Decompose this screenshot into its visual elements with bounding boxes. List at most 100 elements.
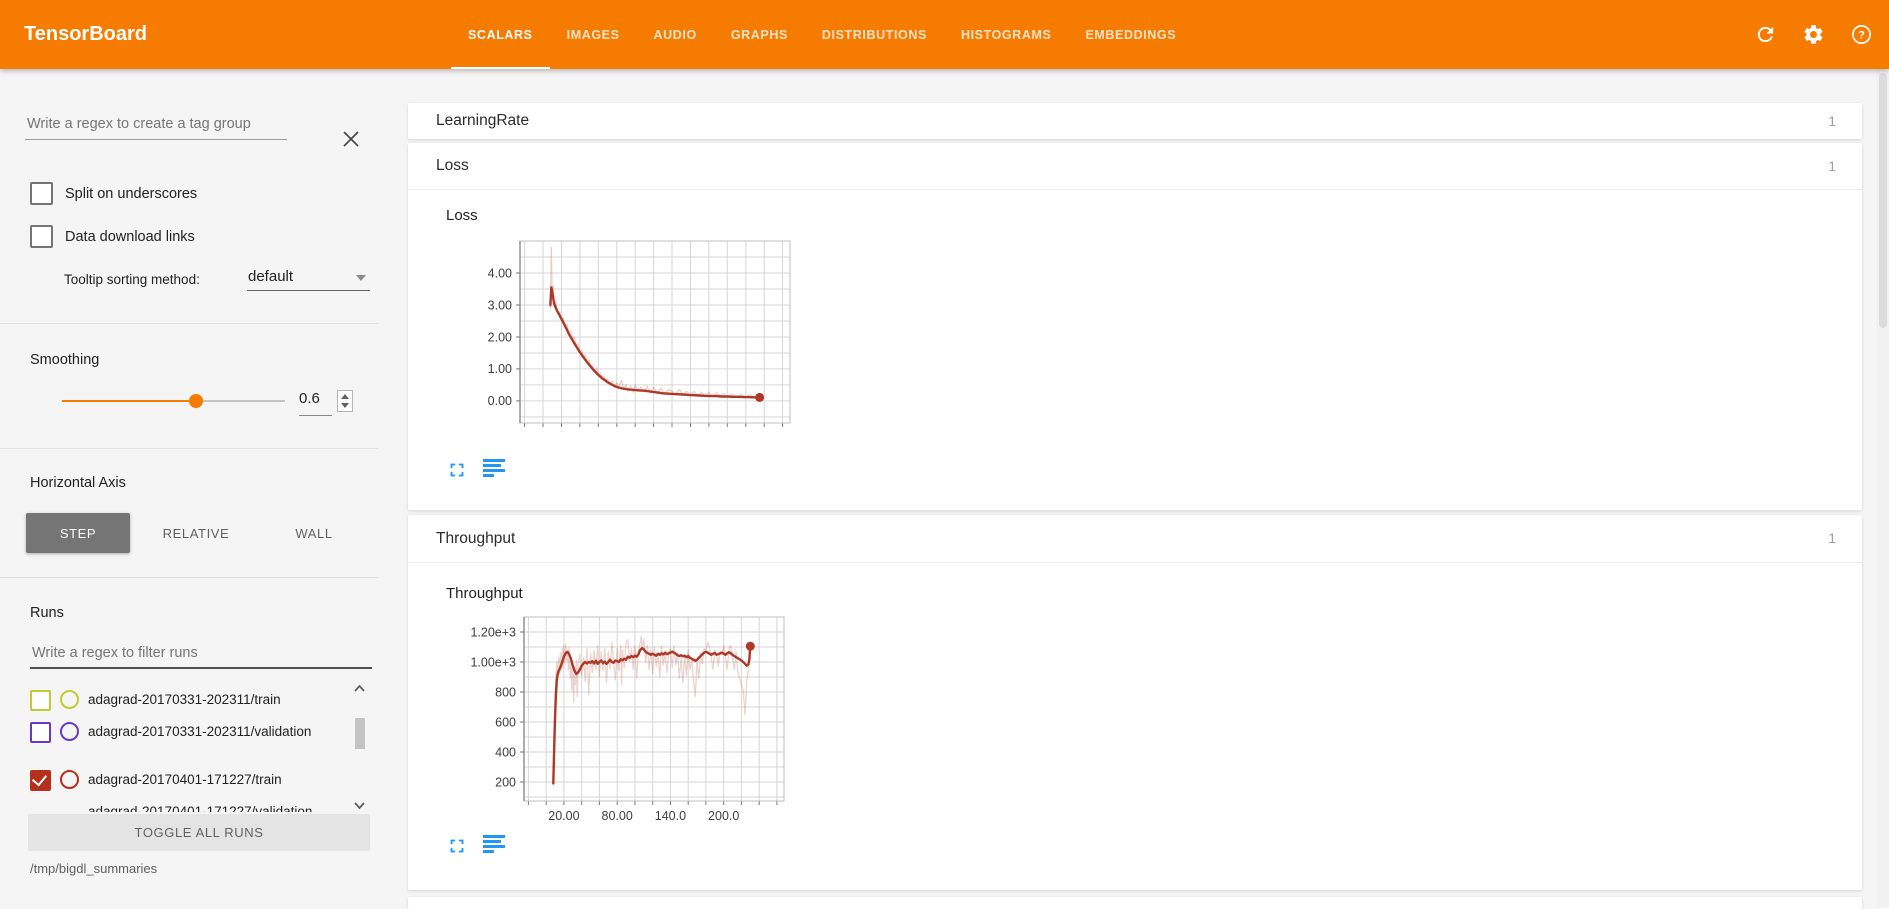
run-checkbox-icon[interactable] <box>30 722 51 743</box>
svg-text:1.00: 1.00 <box>488 362 512 376</box>
checkbox-label: Data download links <box>65 229 195 245</box>
tab-audio[interactable]: AUDIO <box>637 0 714 69</box>
dropdown-value: default <box>248 268 293 285</box>
scroll-up-icon[interactable] <box>352 682 367 696</box>
svg-text:3.00: 3.00 <box>488 298 512 312</box>
svg-text:2.00: 2.00 <box>488 330 512 344</box>
app-title: TensorBoard <box>24 0 147 69</box>
chart-toolbar <box>446 835 505 857</box>
runs-filter-input[interactable] <box>30 639 372 669</box>
tooltip-sorting-dropdown[interactable]: default <box>247 261 370 291</box>
svg-text:20.00: 20.00 <box>548 809 579 823</box>
svg-text:600: 600 <box>495 715 516 729</box>
loss-line-chart[interactable]: 0.00 1.00 2.00 3.00 4.00 <box>462 233 802 435</box>
svg-text:1.20e+3: 1.20e+3 <box>470 625 516 639</box>
app-header: TensorBoard SCALARS IMAGES AUDIO GRAPHS … <box>0 0 1889 69</box>
axis-step-button[interactable]: STEP <box>26 513 130 553</box>
run-label: adagrad-20170401-171227/validation <box>88 800 312 812</box>
section-card-learningrate: LearningRate 1 <box>408 103 1862 139</box>
tab-distributions[interactable]: DISTRIBUTIONS <box>805 0 944 69</box>
run-color-circle-icon <box>60 690 79 709</box>
run-checkbox-icon[interactable] <box>30 690 51 711</box>
divider <box>0 323 378 324</box>
clear-filter-icon[interactable] <box>341 129 361 149</box>
section-count-badge: 1 <box>1828 515 1836 562</box>
run-label: adagrad-20170401-171227/train <box>88 768 282 789</box>
tab-histograms[interactable]: HISTOGRAMS <box>944 0 1069 69</box>
page-scrollbar-thumb[interactable] <box>1879 73 1887 328</box>
run-checkbox-icon[interactable] <box>30 770 51 791</box>
tag-filter-input[interactable] <box>25 109 287 140</box>
svg-text:4.00: 4.00 <box>488 266 512 280</box>
run-item[interactable]: adagrad-20170401-171227/validation <box>30 800 346 812</box>
sidebar: Split on underscores Data download links… <box>0 69 378 907</box>
section-count-badge: 1 <box>1828 103 1836 139</box>
chart-toolbar <box>446 459 505 481</box>
run-list-lines-icon[interactable] <box>483 459 505 481</box>
smoothing-slider[interactable] <box>62 393 285 409</box>
tab-graphs[interactable]: GRAPHS <box>714 0 805 69</box>
run-item[interactable]: adagrad-20170331-202311/validation <box>30 720 346 743</box>
toggle-all-runs-button[interactable]: TOGGLE ALL RUNS <box>28 814 370 851</box>
svg-text:200: 200 <box>495 775 516 789</box>
smoothing-value-field[interactable]: 0.6 <box>299 387 332 416</box>
smoothing-stepper[interactable] <box>337 390 353 412</box>
next-section-card-sliver <box>408 897 1862 909</box>
scroll-down-icon[interactable] <box>352 798 367 812</box>
slider-thumb[interactable] <box>189 394 203 408</box>
expand-fullscreen-icon[interactable] <box>446 459 468 481</box>
section-header[interactable]: LearningRate 1 <box>408 103 1862 139</box>
section-count-badge: 1 <box>1828 143 1836 189</box>
stepper-up-icon[interactable] <box>341 394 349 399</box>
settings-gear-icon[interactable] <box>1802 23 1825 46</box>
runs-scrollbar[interactable] <box>352 682 367 812</box>
run-item[interactable]: adagrad-20170401-171227/train <box>30 768 346 791</box>
scrollbar-thumb[interactable] <box>355 718 365 749</box>
horizontal-axis-buttons: STEP RELATIVE WALL <box>26 513 366 553</box>
section-title: LearningRate <box>436 103 529 139</box>
divider <box>0 448 378 449</box>
run-list-lines-icon[interactable] <box>483 835 505 857</box>
section-header[interactable]: Throughput 1 <box>408 515 1862 563</box>
run-color-circle-icon <box>60 722 79 741</box>
chart-title: Loss <box>446 207 478 224</box>
split-underscores-checkbox-row[interactable]: Split on underscores <box>30 182 197 205</box>
divider <box>0 577 378 578</box>
tab-scalars[interactable]: SCALARS <box>451 0 550 69</box>
runs-label: Runs <box>30 605 64 621</box>
run-label: adagrad-20170331-202311/validation <box>88 720 311 741</box>
checkbox-icon[interactable] <box>30 225 53 248</box>
svg-text:400: 400 <box>495 745 516 759</box>
help-icon[interactable]: ? <box>1850 23 1873 46</box>
svg-text:200.0: 200.0 <box>708 809 739 823</box>
section-title: Loss <box>436 143 469 189</box>
smoothing-label: Smoothing <box>30 352 99 368</box>
checkbox-label: Split on underscores <box>65 186 197 202</box>
svg-text:140.0: 140.0 <box>655 809 686 823</box>
data-download-checkbox-row[interactable]: Data download links <box>30 225 195 248</box>
section-card-loss: Loss 1 Loss 0.00 1.00 2.00 3.00 4.00 <box>408 143 1862 510</box>
svg-text:800: 800 <box>495 685 516 699</box>
run-color-circle-icon <box>60 770 79 789</box>
checkbox-icon[interactable] <box>30 182 53 205</box>
run-item[interactable]: adagrad-20170331-202311/train <box>30 688 346 711</box>
chevron-down-icon <box>356 275 366 281</box>
main-content: LearningRate 1 Loss 1 Loss 0.00 1.00 2.00 3… <box>378 69 1889 907</box>
tab-bar: SCALARS IMAGES AUDIO GRAPHS DISTRIBUTION… <box>451 0 1193 69</box>
axis-relative-button[interactable]: RELATIVE <box>144 513 248 553</box>
axis-wall-button[interactable]: WALL <box>262 513 366 553</box>
svg-text:0.00: 0.00 <box>488 394 512 408</box>
refresh-icon[interactable] <box>1754 23 1777 46</box>
section-title: Throughput <box>436 515 515 562</box>
page-scrollbar[interactable] <box>1877 69 1889 907</box>
expand-fullscreen-icon[interactable] <box>446 835 468 857</box>
stepper-down-icon[interactable] <box>341 403 349 408</box>
tab-images[interactable]: IMAGES <box>550 0 637 69</box>
chart-title: Throughput <box>446 585 523 602</box>
tab-embeddings[interactable]: EMBEDDINGS <box>1068 0 1193 69</box>
section-header[interactable]: Loss 1 <box>408 143 1862 190</box>
log-directory-path: /tmp/bigdl_summaries <box>30 861 157 876</box>
